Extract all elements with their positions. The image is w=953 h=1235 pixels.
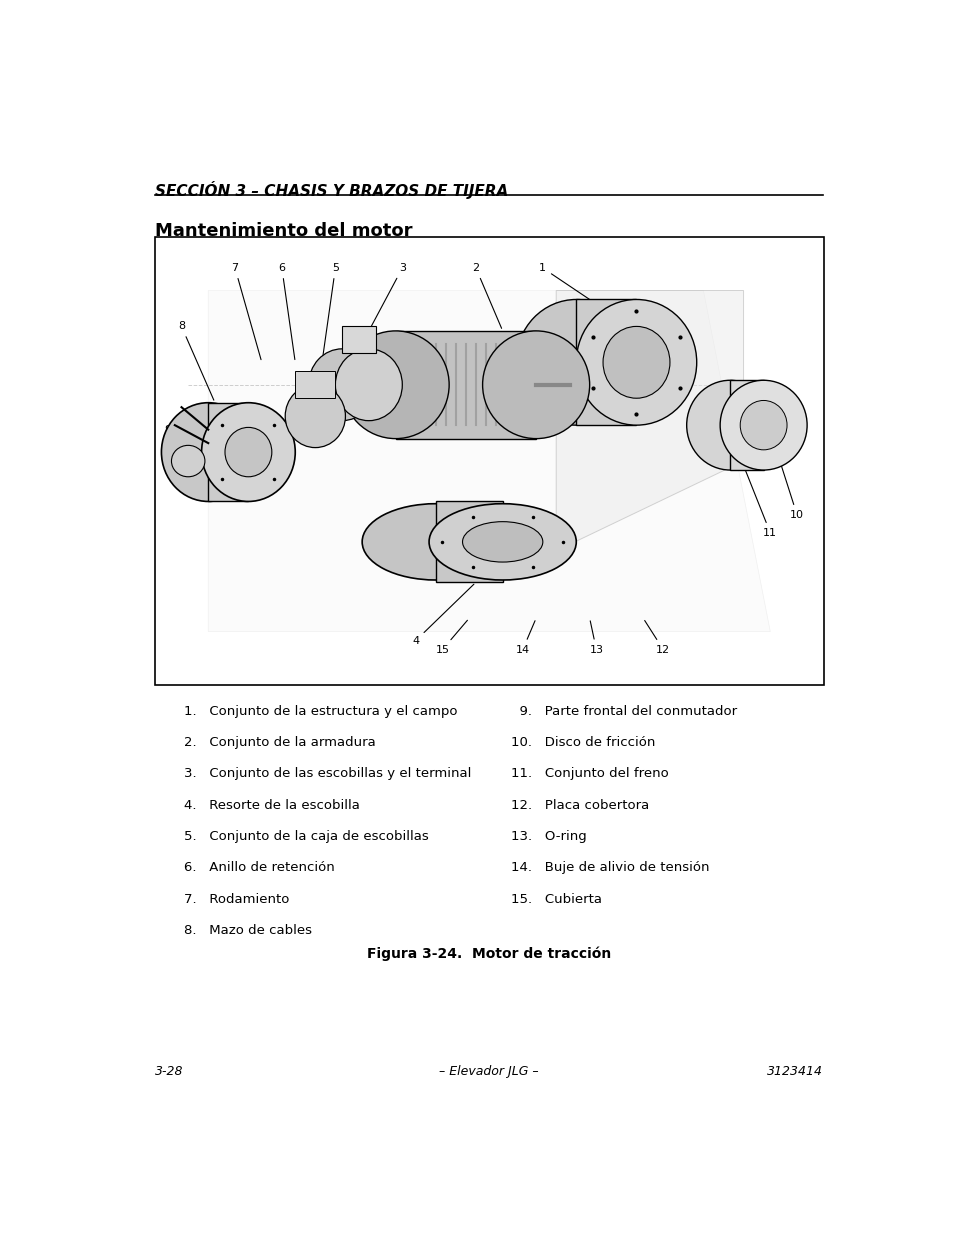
Text: Mantenimiento del motor: Mantenimiento del motor — [154, 222, 412, 241]
Text: 3-28: 3-28 — [154, 1066, 183, 1078]
Text: 11.   Conjunto del freno: 11. Conjunto del freno — [511, 767, 668, 781]
Text: SECCIÓN 3 – CHASIS Y BRAZOS DE TIJERA: SECCIÓN 3 – CHASIS Y BRAZOS DE TIJERA — [154, 182, 507, 200]
Text: 4.   Resorte de la escobilla: 4. Resorte de la escobilla — [184, 799, 360, 811]
Text: 7.   Rodamiento: 7. Rodamiento — [184, 893, 290, 905]
Text: 8.   Mazo de cables: 8. Mazo de cables — [184, 924, 312, 937]
Text: 13.   O-ring: 13. O-ring — [511, 830, 586, 844]
Text: 15.   Cubierta: 15. Cubierta — [511, 893, 601, 905]
Text: 12.   Placa cobertora: 12. Placa cobertora — [511, 799, 649, 811]
Text: 1.   Conjunto de la estructura y el campo: 1. Conjunto de la estructura y el campo — [184, 704, 457, 718]
Text: 3.   Conjunto de las escobillas y el terminal: 3. Conjunto de las escobillas y el termi… — [184, 767, 471, 781]
Bar — [154, 237, 823, 685]
Text: 3123414: 3123414 — [766, 1066, 822, 1078]
Text: 10.   Disco de fricción: 10. Disco de fricción — [511, 736, 655, 748]
Text: – Elevador JLG –: – Elevador JLG – — [438, 1066, 538, 1078]
Text: Figura 3-24.  Motor de tracción: Figura 3-24. Motor de tracción — [366, 947, 611, 962]
Text: 14.   Buje de alivio de tensión: 14. Buje de alivio de tensión — [511, 862, 709, 874]
Text: 2.   Conjunto de la armadura: 2. Conjunto de la armadura — [184, 736, 375, 748]
Text: 6.   Anillo de retención: 6. Anillo de retención — [184, 862, 335, 874]
Text: 9.   Parte frontal del conmutador: 9. Parte frontal del conmutador — [511, 704, 737, 718]
Text: 5.   Conjunto de la caja de escobillas: 5. Conjunto de la caja de escobillas — [184, 830, 429, 844]
